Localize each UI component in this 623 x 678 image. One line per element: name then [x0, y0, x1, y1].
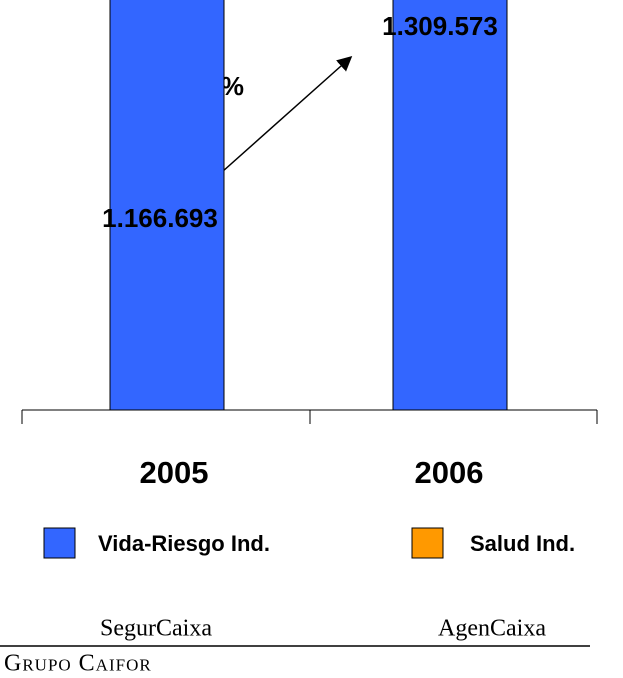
legend-label: Vida-Riesgo Ind. — [98, 531, 270, 556]
bar-segment — [392, 0, 508, 411]
logo-segurcaixa: SegurCaixa — [100, 616, 212, 642]
legend-swatch — [43, 527, 76, 559]
logo-agencaixa: AgenCaixa — [438, 616, 546, 642]
group-name: Grupo Caifor — [4, 651, 152, 677]
total-label: 1.309.573 — [382, 11, 498, 41]
legend-label: Salud Ind. — [470, 531, 575, 556]
x-tick-label: 2005 — [140, 455, 209, 490]
bar-segment — [109, 0, 225, 411]
x-tick-label: 2006 — [415, 455, 484, 490]
total-label: 1.166.693 — [102, 203, 218, 233]
legend-swatch — [411, 527, 444, 559]
growth-arrow — [212, 56, 353, 181]
